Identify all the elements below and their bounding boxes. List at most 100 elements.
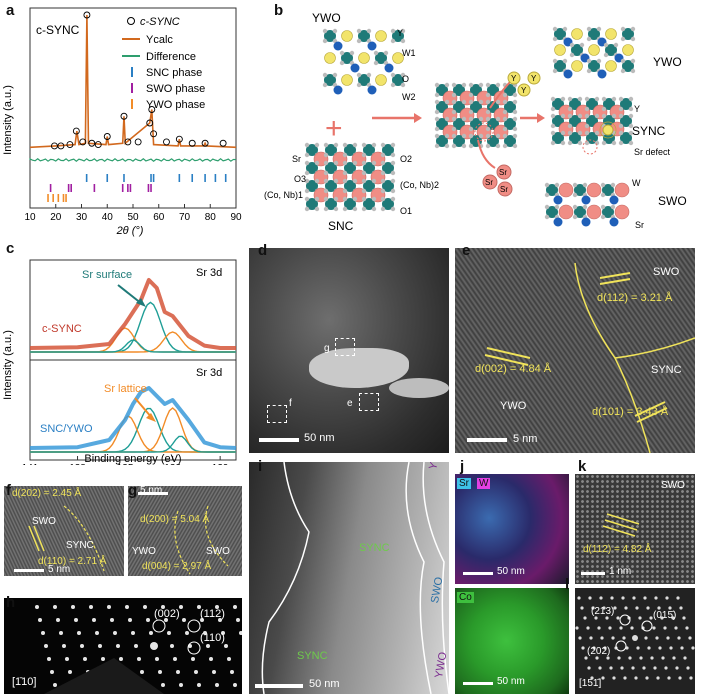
panel-l-label: l [565, 576, 570, 593]
fft-spot [642, 666, 646, 670]
observed-point [88, 139, 96, 147]
diffraction-spot [35, 605, 39, 609]
diffraction-spot [119, 657, 123, 661]
spot-ring [641, 620, 653, 632]
fft-spot [655, 636, 659, 640]
diffraction-spot [62, 644, 66, 648]
diffraction-spot [197, 683, 201, 687]
spot-ring [619, 614, 631, 626]
bottom-annotation: Sr lattice [104, 383, 147, 395]
diffraction-spot [56, 618, 60, 622]
panel-c-label: c [6, 240, 15, 257]
fft-spot [617, 656, 621, 660]
panel-g-label: g [128, 482, 138, 499]
scale-bar-label: 50 nm [497, 566, 525, 577]
fit-component [30, 435, 236, 453]
fft-spot [605, 616, 609, 620]
diffraction-spot [161, 605, 165, 609]
fft-spot [608, 626, 612, 630]
observed-point [72, 127, 80, 135]
scale-bar-label: 50 nm [304, 432, 335, 444]
y-atom: Y [511, 74, 517, 83]
observed-point [103, 133, 111, 140]
scale-bar-label: 50 nm [309, 678, 340, 690]
fft-spot [645, 676, 649, 680]
diffraction-spot [215, 605, 219, 609]
ywo-site-o: O [402, 74, 409, 84]
swo-site-w: W [632, 178, 641, 188]
panel-a-label: a [6, 2, 15, 19]
panel-j-eds-co: Co 50 nm [455, 588, 569, 694]
diffraction-spot [170, 644, 174, 648]
fft-spot [594, 616, 598, 620]
fft-spot [580, 606, 584, 610]
diffraction-spot [176, 670, 180, 674]
fft-spot [623, 676, 627, 680]
scale-bar-label: 1 nm [609, 566, 632, 577]
panel-g-hrtem-image: 5 nm d(200) = 5.04 Å YWO SWO d(004) = 2.… [128, 486, 242, 576]
fft-spot [661, 656, 665, 660]
fft-spot [591, 606, 595, 610]
swo-site-sr: Sr [635, 220, 644, 230]
fft-spot [688, 636, 692, 640]
diffraction-spot [182, 618, 186, 622]
ywo-site-w2: W2 [402, 92, 416, 102]
panel-j-eds-sr-w: Sr W 50 nm [455, 474, 569, 584]
fft-spot [644, 636, 648, 640]
fft-spot [663, 626, 667, 630]
fft-spot [646, 606, 650, 610]
co-element-tag: Co [457, 592, 474, 603]
fft-spot [669, 646, 673, 650]
diffraction-spot [50, 670, 54, 674]
panel-a-ylabel: Intensity (a.u.) [2, 85, 14, 155]
scale-bar [463, 682, 493, 685]
diffraction-spot [116, 644, 120, 648]
fft-spot [609, 666, 613, 670]
fft-spot [578, 636, 582, 640]
ywo-site-w1: W1 [402, 48, 416, 58]
legend-ycalc: Ycalc [146, 34, 173, 46]
panel-c-xps-chart: Intensity (a.u.) Sr 3d c-SYNC Sr surface… [2, 259, 237, 465]
diffraction-spot [150, 642, 158, 650]
observed-point [146, 119, 154, 127]
diffraction-spot [149, 631, 153, 635]
fft-spot [636, 646, 640, 650]
zone-axis: [1̄10] [12, 676, 37, 688]
panel-a-sample: c-SYNC [36, 23, 80, 37]
swo-label: SWO [661, 480, 685, 491]
fft-spot [588, 596, 592, 600]
panel-i-label: i [258, 458, 263, 475]
diffraction-spot [53, 605, 57, 609]
bottom-sample-label: SNC/YWO [40, 423, 93, 435]
legend-ywo: YWO phase [146, 99, 205, 111]
fft-spot [650, 656, 654, 660]
fft-spot [668, 606, 672, 610]
box-e-label: e [347, 398, 353, 409]
diffraction-spot [230, 670, 234, 674]
panel-a-xlabel: 2θ (°) [116, 225, 144, 237]
scale-bar [138, 492, 168, 495]
fft-spot [606, 656, 610, 660]
fft-spot [584, 656, 588, 660]
sync-region-label: SYNC [651, 364, 682, 376]
sr-atom: Sr [499, 168, 507, 177]
zone-axis: [151̄] [579, 678, 602, 689]
fft-spot [653, 666, 657, 670]
sr-atoms-entering: Sr Sr Sr [482, 164, 513, 197]
legend-difference: Difference [146, 51, 196, 63]
scale-bar-label: 50 nm [497, 676, 525, 687]
x-tick-label: 138 [69, 463, 86, 465]
diffraction-spot [110, 618, 114, 622]
diffraction-spot [233, 683, 237, 687]
diffraction-spot [221, 631, 225, 635]
observed-point [188, 139, 196, 147]
diffraction-spot [80, 644, 84, 648]
x-tick-label: 80 [205, 212, 217, 223]
diffraction-spot [173, 657, 177, 661]
swo-label: SWO [658, 194, 687, 208]
fft-spot [639, 656, 643, 660]
sr-atom: Sr [500, 185, 508, 194]
fft-spot [675, 666, 679, 670]
spot-015: (015̄) [653, 610, 677, 621]
y-atom: Y [531, 74, 537, 83]
